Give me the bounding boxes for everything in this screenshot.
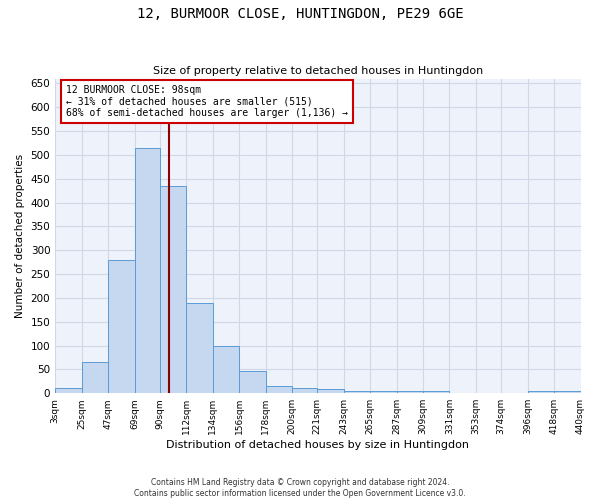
Bar — [527, 392, 554, 393]
Bar — [108, 260, 134, 393]
Text: Contains HM Land Registry data © Crown copyright and database right 2024.
Contai: Contains HM Land Registry data © Crown c… — [134, 478, 466, 498]
Bar — [186, 302, 212, 393]
Title: Size of property relative to detached houses in Huntingdon: Size of property relative to detached ho… — [153, 66, 483, 76]
Bar — [317, 390, 344, 393]
Text: 12, BURMOOR CLOSE, HUNTINGDON, PE29 6GE: 12, BURMOOR CLOSE, HUNTINGDON, PE29 6GE — [137, 8, 463, 22]
Bar — [554, 392, 581, 393]
Bar — [55, 388, 82, 393]
Bar — [344, 391, 370, 393]
Bar — [160, 186, 186, 393]
Bar — [370, 391, 397, 393]
Bar — [239, 372, 266, 393]
Bar — [266, 386, 292, 393]
Bar — [212, 346, 239, 393]
Bar — [397, 391, 423, 393]
X-axis label: Distribution of detached houses by size in Huntingdon: Distribution of detached houses by size … — [166, 440, 469, 450]
Bar — [423, 391, 449, 393]
Bar — [292, 388, 317, 393]
Bar — [134, 148, 160, 393]
Y-axis label: Number of detached properties: Number of detached properties — [15, 154, 25, 318]
Text: 12 BURMOOR CLOSE: 98sqm
← 31% of detached houses are smaller (515)
68% of semi-d: 12 BURMOOR CLOSE: 98sqm ← 31% of detache… — [65, 85, 347, 118]
Bar — [82, 362, 108, 393]
